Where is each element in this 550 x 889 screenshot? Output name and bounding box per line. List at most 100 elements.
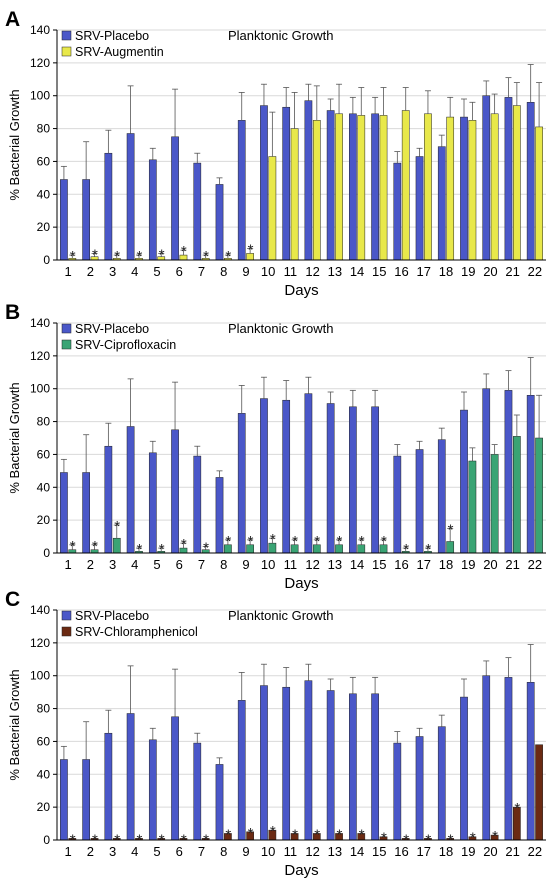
bar-srv-placebo-day-14 xyxy=(349,693,357,841)
significance-asterisk: * xyxy=(470,830,476,847)
bar-srv-augmentin-day-22 xyxy=(535,126,543,261)
bar-srv-placebo-day-2 xyxy=(82,179,90,261)
y-tick-label: 80 xyxy=(37,415,51,429)
x-tick-label: 13 xyxy=(328,264,342,279)
x-tick-label: 9 xyxy=(242,557,249,572)
y-tick-label: 20 xyxy=(37,800,51,814)
y-axis-label: % Bacterial Growth xyxy=(7,89,22,200)
bar-srv-augmentin-day-16 xyxy=(401,110,410,261)
y-tick-label: 60 xyxy=(37,734,51,748)
legend-label: SRV-Placebo xyxy=(75,609,149,623)
significance-asterisk: * xyxy=(248,825,254,842)
legend-label: SRV-Ciprofloxacin xyxy=(75,338,176,352)
significance-asterisk: * xyxy=(92,538,98,555)
y-tick-label: 20 xyxy=(37,513,51,527)
significance-asterisk: * xyxy=(403,541,409,558)
bar-srv-augmentin-day-19 xyxy=(468,120,477,261)
bar-srv-placebo-day-5 xyxy=(148,452,157,554)
significance-asterisk: * xyxy=(114,518,120,535)
x-tick-label: 14 xyxy=(350,264,364,279)
x-tick-label: 22 xyxy=(528,844,542,859)
x-tick-label: 7 xyxy=(198,264,205,279)
bar-srv-augmentin-day-14 xyxy=(357,115,366,261)
legend-label: SRV-Chloramphenicol xyxy=(75,625,198,639)
x-tick-label: 13 xyxy=(328,557,342,572)
x-tick-label: 21 xyxy=(505,264,519,279)
y-tick-label: 0 xyxy=(43,253,50,267)
significance-asterisk: * xyxy=(448,521,454,538)
x-tick-label: 1 xyxy=(64,844,71,859)
significance-asterisk: * xyxy=(92,246,98,263)
bar-srv-placebo-day-13 xyxy=(326,110,335,261)
y-tick-label: 120 xyxy=(30,56,50,70)
legend-swatch xyxy=(61,30,72,41)
x-tick-label: 7 xyxy=(198,844,205,859)
y-tick-label: 20 xyxy=(37,220,51,234)
bar-srv-placebo-day-7 xyxy=(193,162,202,261)
bar-srv-placebo-day-11 xyxy=(282,399,291,554)
legend-label: SRV-Placebo xyxy=(75,29,149,43)
bar-srv-placebo-day-6 xyxy=(171,429,179,554)
x-tick-label: 4 xyxy=(131,557,138,572)
x-tick-label: 19 xyxy=(461,557,475,572)
bar-srv-placebo-day-10 xyxy=(260,105,268,261)
x-tick-label: 10 xyxy=(261,264,275,279)
chart-title: Planktonic Growth xyxy=(228,321,334,336)
x-tick-label: 11 xyxy=(284,844,298,859)
x-tick-label: 22 xyxy=(528,557,542,572)
x-tick-label: 8 xyxy=(220,264,227,279)
x-tick-label: 11 xyxy=(284,557,298,572)
x-tick-label: 4 xyxy=(131,264,138,279)
x-tick-label: 1 xyxy=(64,557,71,572)
significance-asterisk: * xyxy=(381,533,387,550)
significance-asterisk: * xyxy=(248,242,254,259)
significance-asterisk: * xyxy=(292,533,298,550)
bar-srv-placebo-day-9 xyxy=(237,700,246,841)
x-tick-label: 8 xyxy=(220,557,227,572)
y-tick-label: 140 xyxy=(30,316,50,330)
bar-srv-placebo-day-21 xyxy=(504,390,513,554)
bar-srv-placebo-day-15 xyxy=(371,693,379,841)
x-tick-label: 5 xyxy=(153,844,160,859)
bar-srv-placebo-day-7 xyxy=(193,455,202,554)
x-tick-label: 19 xyxy=(461,844,475,859)
x-tick-label: 19 xyxy=(461,264,475,279)
x-axis-label: Days xyxy=(284,282,318,299)
bar-srv-placebo-day-12 xyxy=(304,100,313,261)
bar-srv-placebo-day-11 xyxy=(282,686,291,841)
bar-srv-placebo-day-17 xyxy=(415,449,424,554)
significance-asterisk: * xyxy=(159,246,165,263)
bar-srv-placebo-day-9 xyxy=(237,413,246,554)
bar-srv-placebo-day-19 xyxy=(460,696,468,841)
bar-srv-placebo-day-1 xyxy=(60,759,68,841)
significance-asterisk: * xyxy=(181,536,187,553)
bar-srv-placebo-day-6 xyxy=(171,716,179,841)
bar-srv-placebo-day-22 xyxy=(526,682,535,841)
x-tick-label: 15 xyxy=(372,557,386,572)
bar-srv-placebo-day-14 xyxy=(349,406,357,554)
bar-srv-placebo-day-21 xyxy=(504,97,513,261)
x-tick-label: 16 xyxy=(394,844,408,859)
bar-srv-placebo-day-18 xyxy=(437,726,446,841)
panel-label: C xyxy=(5,588,20,611)
bar-srv-placebo-day-20 xyxy=(482,675,491,841)
panel-label: B xyxy=(5,301,20,324)
bar-srv-placebo-day-22 xyxy=(526,102,535,261)
bar-srv-placebo-day-11 xyxy=(282,106,291,261)
y-tick-label: 80 xyxy=(37,122,51,136)
y-tick-label: 80 xyxy=(37,702,51,716)
bar-srv-augmentin-day-13 xyxy=(335,113,343,261)
x-tick-label: 9 xyxy=(242,264,249,279)
significance-asterisk: * xyxy=(425,541,431,558)
legend-swatch xyxy=(61,610,72,621)
significance-asterisk: * xyxy=(203,248,209,265)
significance-asterisk: * xyxy=(292,826,298,843)
significance-asterisk: * xyxy=(270,823,276,840)
x-tick-label: 20 xyxy=(483,557,497,572)
x-tick-label: 20 xyxy=(483,844,497,859)
y-tick-label: 60 xyxy=(37,154,51,168)
x-tick-label: 18 xyxy=(439,264,453,279)
y-tick-label: 0 xyxy=(43,546,50,560)
bar-srv-placebo-day-10 xyxy=(260,398,268,554)
